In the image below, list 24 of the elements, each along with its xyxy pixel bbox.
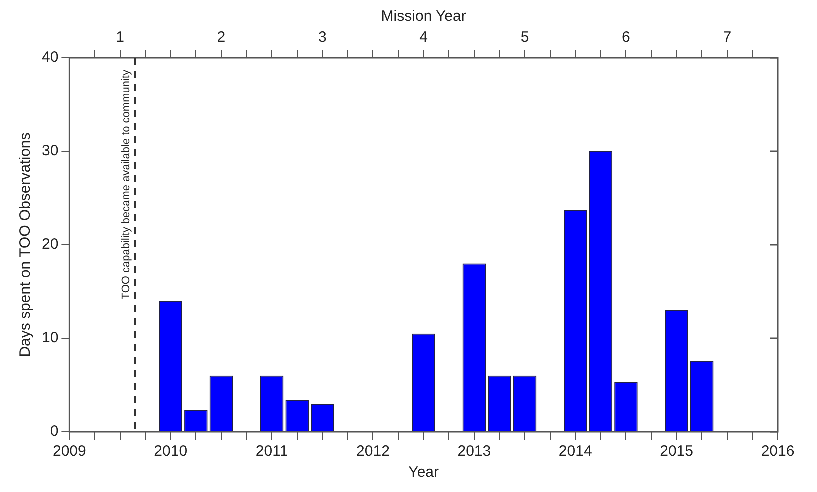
x-tick-label: 2016 — [761, 443, 795, 460]
x-tick-label: 2015 — [660, 443, 694, 460]
x-tick-label: 2012 — [356, 443, 390, 460]
x2-tick-label: 6 — [622, 29, 630, 46]
x-tick-label: 2013 — [458, 443, 492, 460]
x-tick-label: 2010 — [154, 443, 188, 460]
x-tick-label: 2014 — [558, 443, 592, 460]
x-tick-label: 2011 — [256, 443, 288, 460]
x2-tick-label: 4 — [420, 29, 428, 46]
x-axis-title: Year — [408, 464, 439, 482]
x2-tick-label: 2 — [217, 29, 226, 46]
x2-tick-label: 7 — [723, 29, 732, 46]
x2-tick-label: 3 — [318, 29, 327, 46]
x2-tick-label: 5 — [520, 29, 530, 46]
y-tick-label: 0 — [50, 423, 59, 440]
y-tick-label: 40 — [42, 49, 59, 66]
x2-axis-title: Mission Year — [381, 8, 466, 26]
y-axis-title: Days spent on TOO Observations — [17, 132, 34, 358]
ref-line-label: TOO capability became available to community — [120, 70, 132, 300]
x-tick-label: 2009 — [52, 443, 86, 460]
y-tick-label: 30 — [42, 142, 59, 160]
y-tick-label: 20 — [42, 236, 59, 254]
x2-tick-label: 1 — [116, 29, 124, 46]
y-tick-label: 10 — [42, 330, 59, 347]
